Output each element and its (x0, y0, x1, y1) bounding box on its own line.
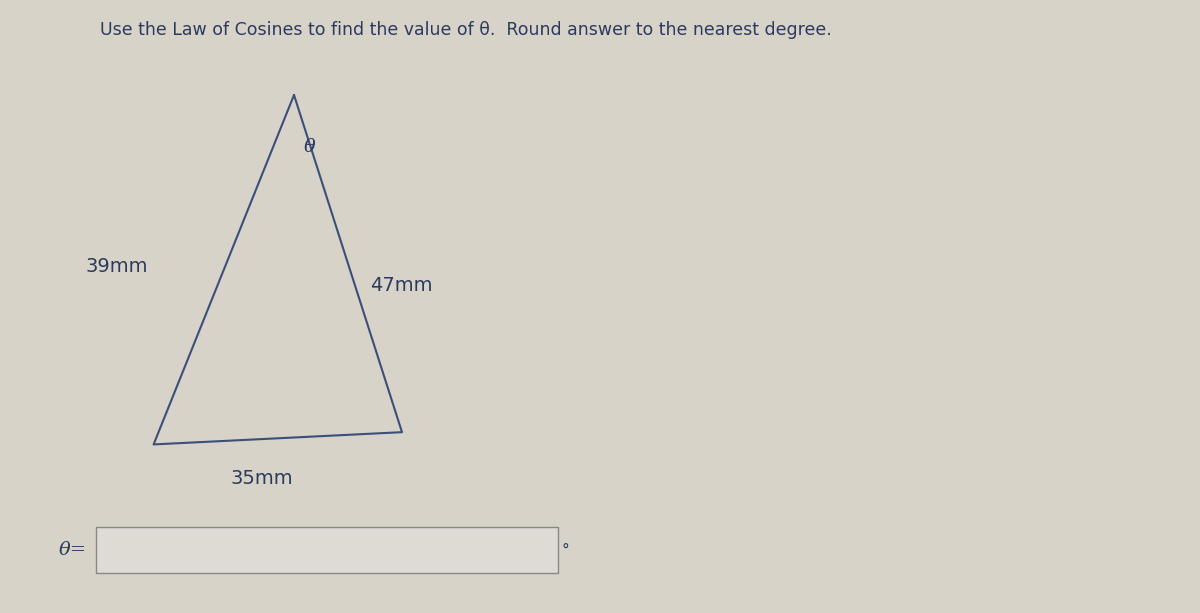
Text: 47mm: 47mm (370, 276, 432, 294)
Text: θ=: θ= (59, 541, 86, 559)
Text: 35mm: 35mm (230, 469, 293, 488)
Text: Use the Law of Cosines to find the value of θ.  Round answer to the nearest degr: Use the Law of Cosines to find the value… (100, 21, 832, 39)
Text: 39mm: 39mm (85, 257, 148, 276)
Bar (96, 527, 558, 573)
Text: θ: θ (304, 138, 316, 156)
Text: °: ° (562, 543, 569, 557)
